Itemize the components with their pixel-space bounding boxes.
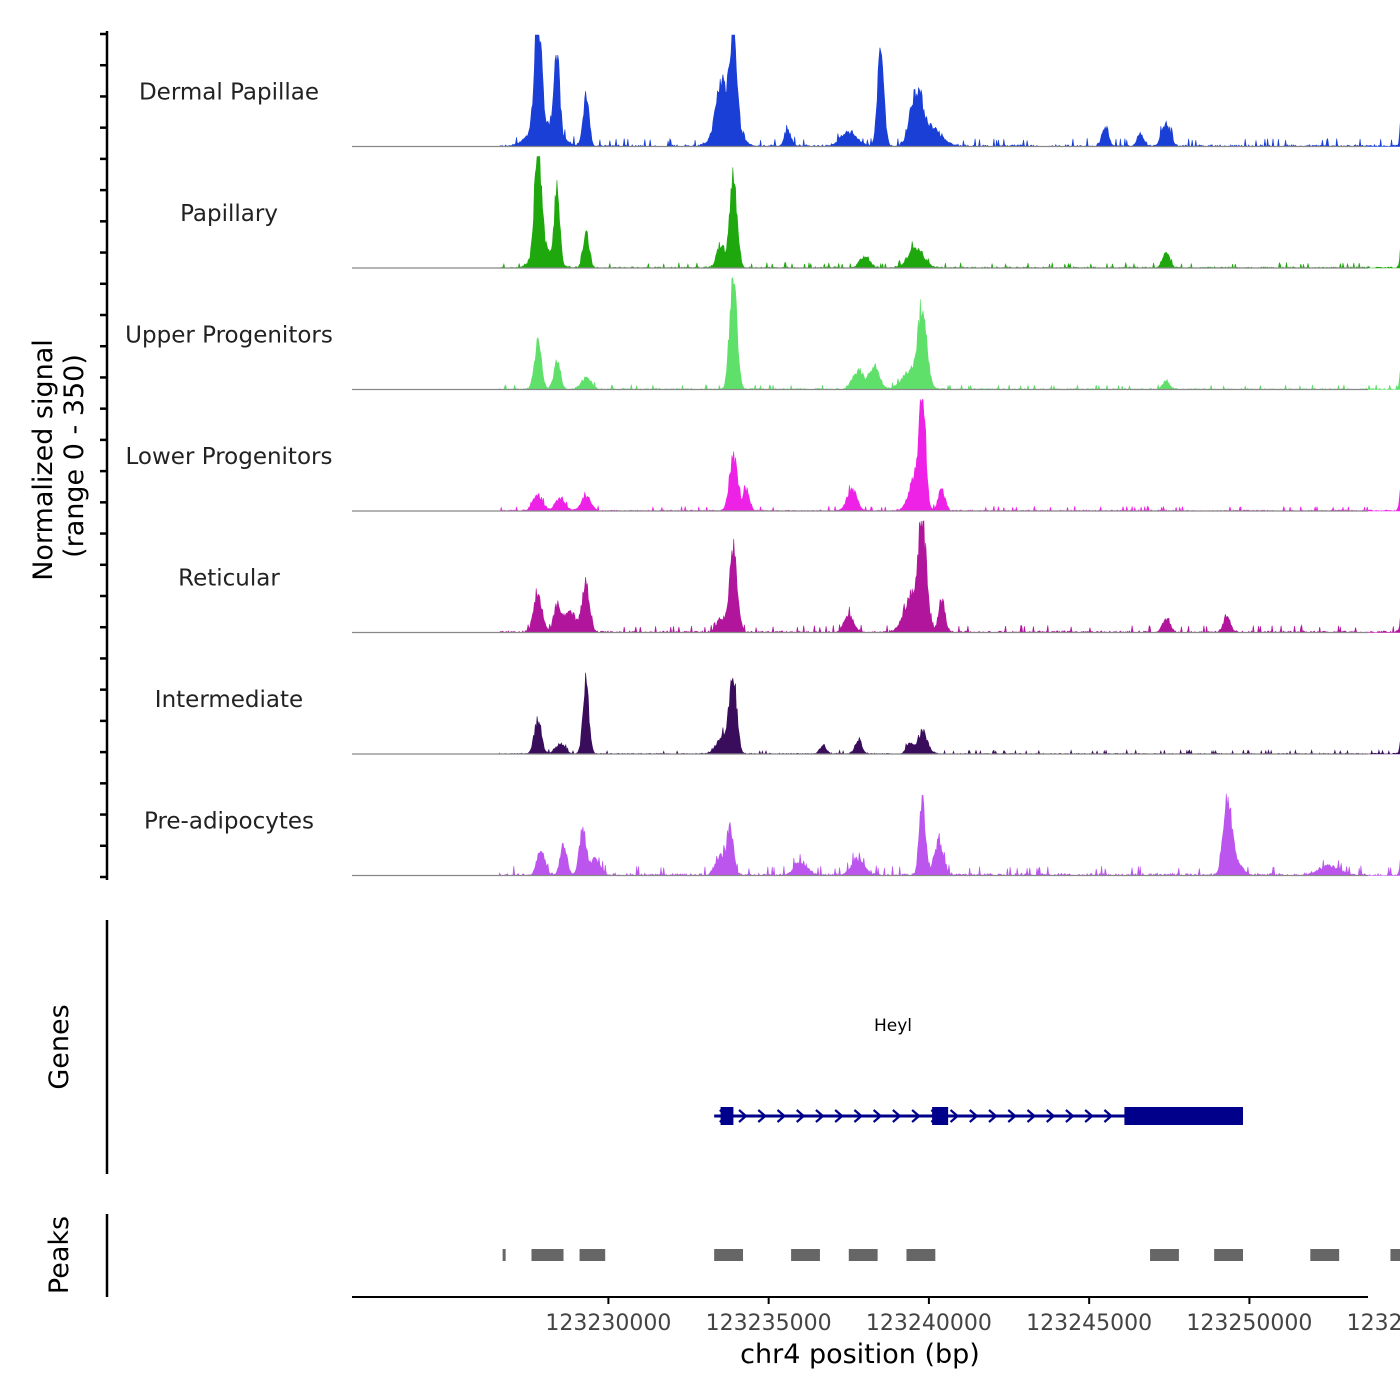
coverage-area (499, 34, 1400, 148)
strand-arrow (1026, 1109, 1037, 1123)
peak-region (502, 1249, 506, 1261)
coverage-area (499, 672, 1400, 756)
strand-arrow (949, 1109, 960, 1123)
strand-arrow (872, 1109, 883, 1123)
track-papillary: Papillary (180, 156, 1400, 269)
track-label: Dermal Papillae (139, 80, 319, 106)
strand-arrow (1007, 1109, 1017, 1123)
strand-arrow (853, 1109, 864, 1123)
coverage-area (498, 520, 1400, 634)
y-axis-title-line1: Normalized signal (28, 339, 59, 581)
coverage-axis-ticks (100, 32, 107, 879)
strand-arrow (776, 1109, 787, 1123)
strand-arrow (738, 1109, 748, 1123)
track-label: Papillary (180, 201, 278, 227)
coverage-area (499, 277, 1400, 391)
peak-region (579, 1249, 606, 1261)
track-pre-adipocytes: Pre-adipocytes (144, 793, 1400, 877)
gene-model (714, 1107, 1244, 1125)
x-tick-label: 123230000 (545, 1311, 671, 1336)
coverage-area (499, 399, 1400, 512)
strand-arrow (892, 1109, 902, 1123)
track-label: Upper Progenitors (125, 323, 333, 349)
strand-arrow (1065, 1109, 1075, 1123)
strand-arrow (834, 1109, 844, 1123)
peak-region (1150, 1249, 1179, 1261)
strand-arrow (757, 1109, 767, 1123)
strand-arrow (1045, 1109, 1056, 1123)
track-upper-progenitors: Upper Progenitors (125, 277, 1400, 391)
strand-arrow (969, 1109, 979, 1123)
coverage-area (499, 156, 1400, 269)
gene-exon (1124, 1107, 1244, 1125)
strand-arrow (795, 1109, 806, 1123)
gene-exon (932, 1107, 949, 1125)
x-tick-label: 123240000 (866, 1311, 992, 1336)
peak-region (906, 1249, 936, 1261)
genes-panel-label: Genes (44, 1004, 75, 1089)
track-dermal-papillae: Dermal Papillae (139, 34, 1400, 148)
coverage-tracks: Dermal Papillae Papillary Upper Progenitor… (125, 34, 1400, 877)
x-axis-title: chr4 position (bp) (740, 1339, 980, 1370)
peak-region (531, 1249, 564, 1261)
peak-regions (502, 1249, 1400, 1261)
strand-arrow (988, 1109, 998, 1123)
strand-arrow (815, 1109, 825, 1123)
gene-name-label: Heyl (874, 1016, 912, 1036)
track-label: Reticular (178, 566, 280, 592)
strand-arrow (1084, 1109, 1094, 1123)
track-intermediate: Intermediate (155, 672, 1400, 756)
peak-region (1214, 1249, 1244, 1261)
peaks-panel-label: Peaks (44, 1216, 75, 1294)
peak-region (848, 1249, 878, 1261)
coverage-area (499, 793, 1400, 877)
track-label: Intermediate (155, 687, 303, 713)
strand-arrow (911, 1109, 921, 1123)
x-tick-label: 123255000 (1347, 1311, 1400, 1336)
track-label: Pre-adipocytes (144, 809, 314, 835)
x-tick-label: 123235000 (706, 1311, 832, 1336)
x-tick-label: 123245000 (1026, 1311, 1152, 1336)
track-reticular: Reticular (178, 520, 1400, 634)
peak-region (791, 1249, 820, 1261)
strand-arrow (1103, 1109, 1114, 1123)
track-label: Lower Progenitors (126, 444, 333, 470)
x-axis-ticks: 123230000 123235000 123240000 123245000 1232… (545, 1297, 1400, 1336)
peak-region (714, 1249, 744, 1261)
y-axis-title-line2: (range 0 - 350) (59, 354, 90, 558)
peak-region (1310, 1249, 1340, 1261)
peak-region (1390, 1249, 1400, 1261)
x-tick-label: 123250000 (1186, 1311, 1312, 1336)
track-lower-progenitors: Lower Progenitors (126, 399, 1400, 512)
gene-exon (720, 1107, 734, 1125)
